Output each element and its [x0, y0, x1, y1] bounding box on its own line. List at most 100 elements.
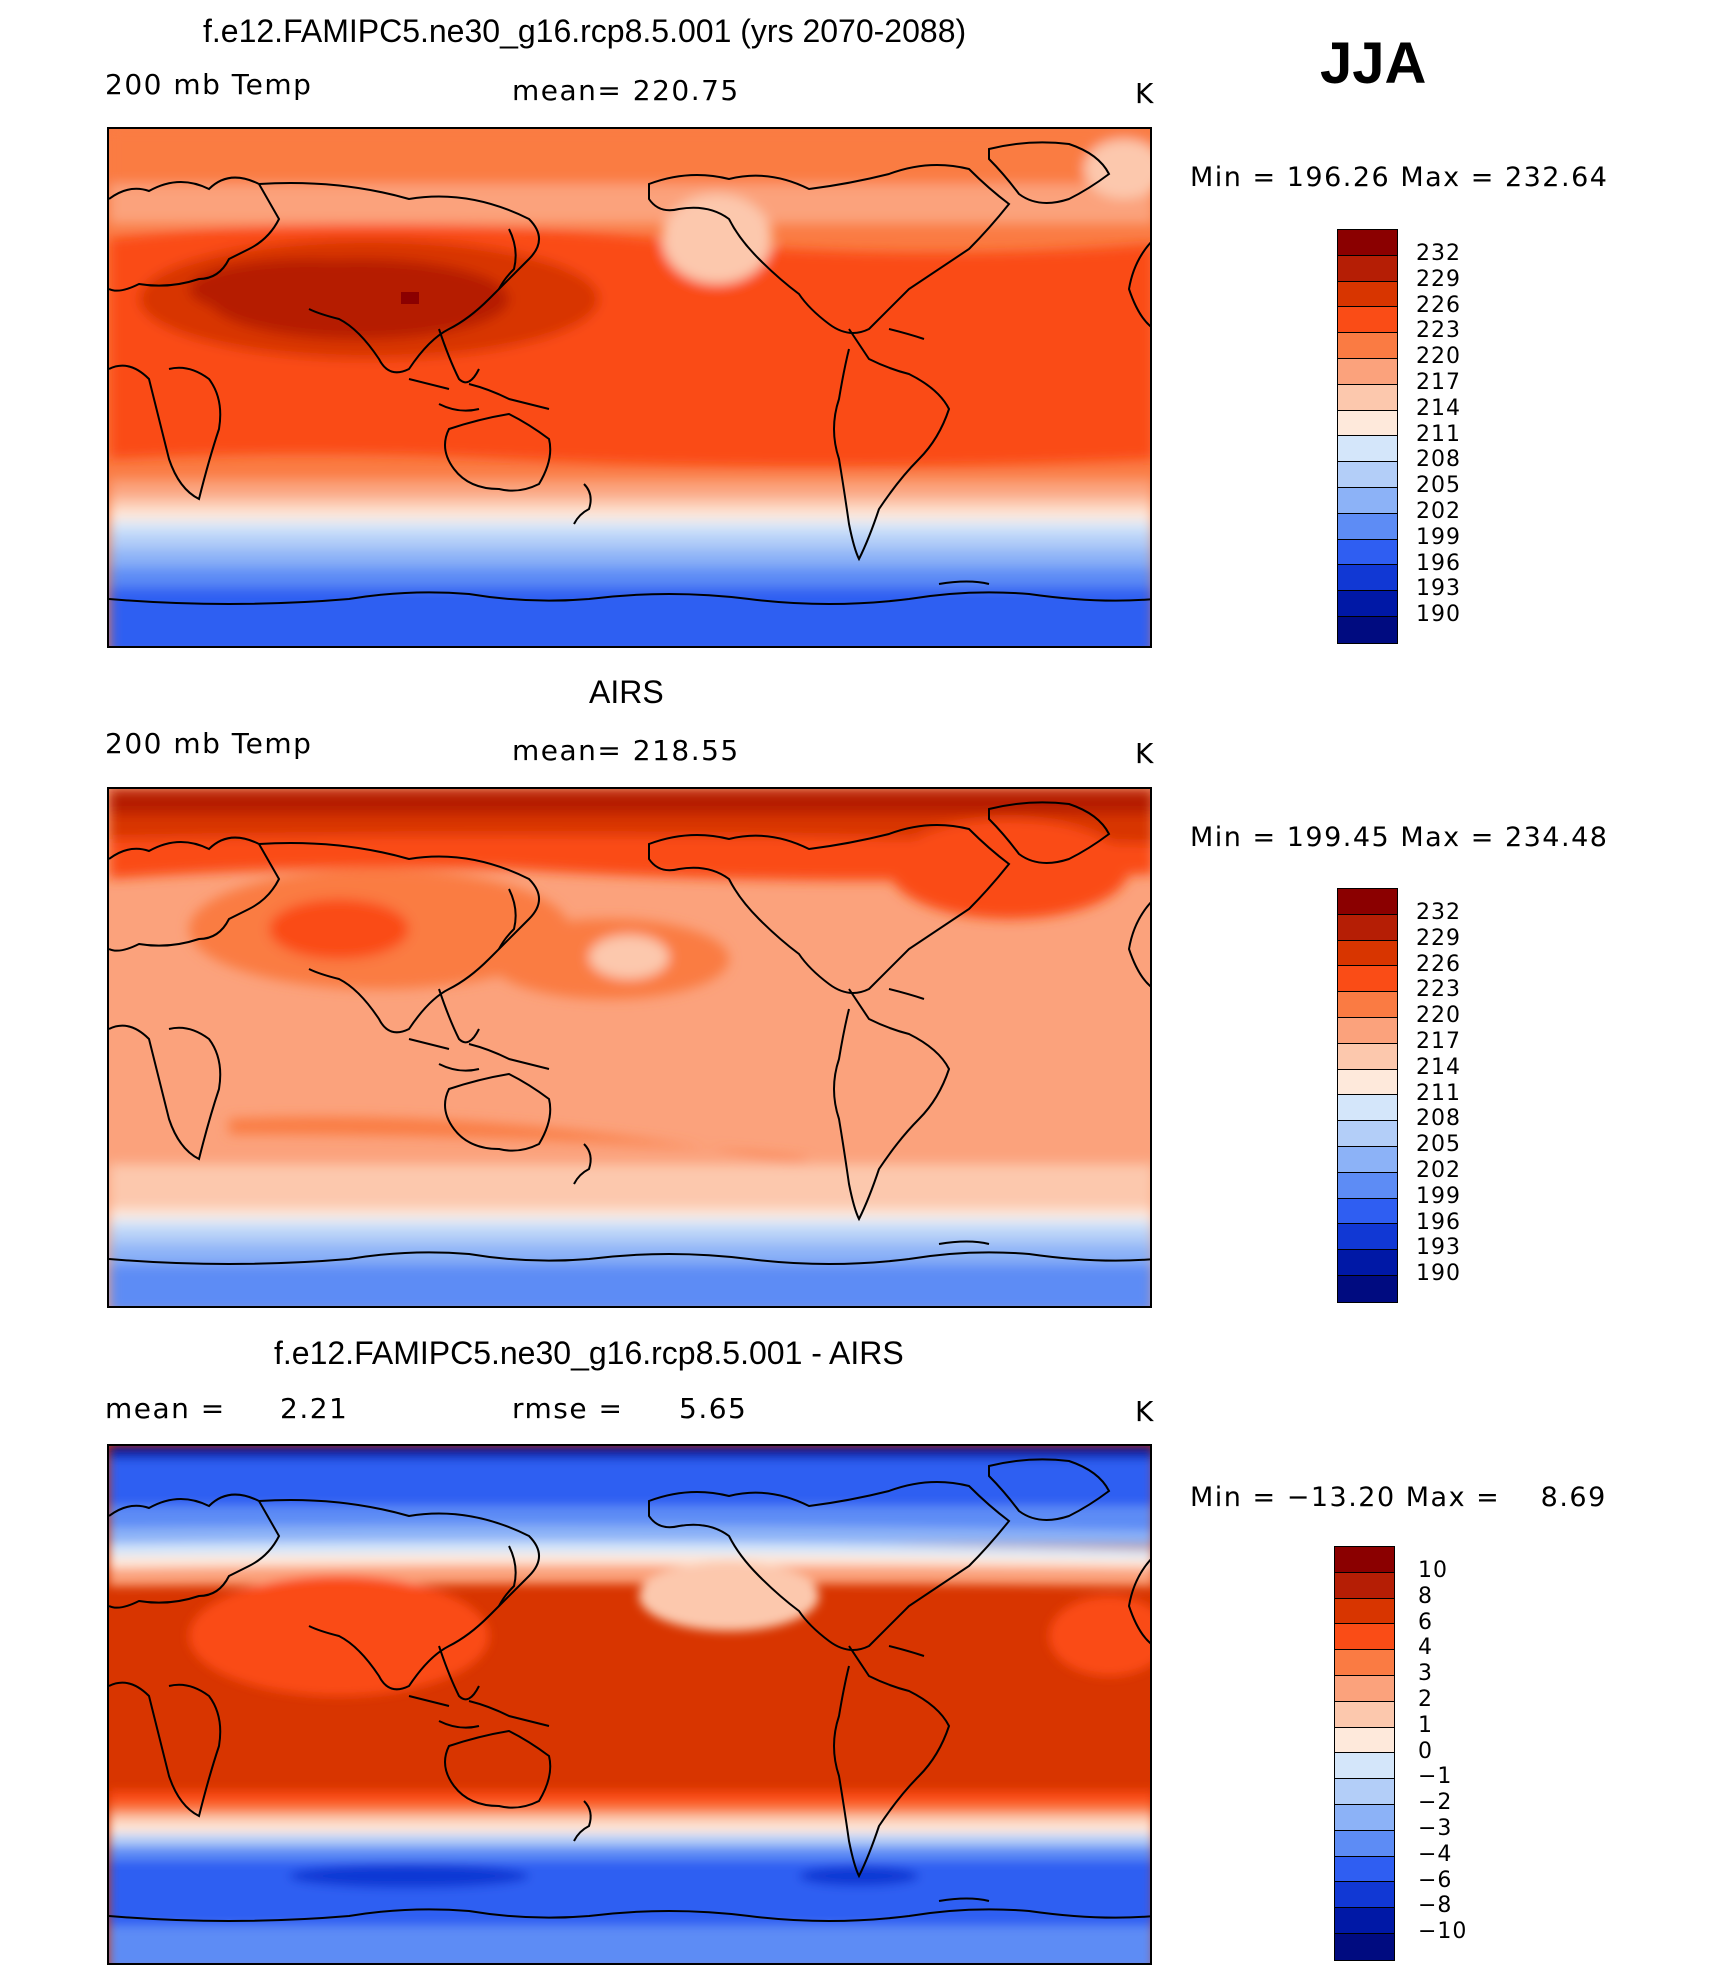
colorbar-swatch [1338, 1172, 1397, 1199]
colorbar-swatch [1335, 1753, 1394, 1780]
colorbar-tick-label: 0 [1418, 1738, 1433, 1764]
colorbar-tick-label: 1 [1418, 1712, 1433, 1738]
colorbar-swatch [1335, 1856, 1394, 1883]
colorbar-tick-label: 4 [1418, 1635, 1433, 1661]
colorbar-tick-label: 214 [1416, 1054, 1461, 1080]
colorbar-swatch [1338, 487, 1397, 514]
colorbar-tick-label: −6 [1418, 1867, 1453, 1893]
panel3-max-value: 8.69 [1540, 1482, 1607, 1513]
colorbar-tick-label: 8 [1418, 1583, 1433, 1609]
colorbar-tick-label: 196 [1416, 550, 1461, 576]
colorbar-tick-label: −1 [1418, 1764, 1453, 1790]
colorbar-swatch [1335, 1547, 1394, 1573]
panel2-max-value: 234.48 [1504, 822, 1609, 853]
colorbar-swatch [1338, 513, 1397, 540]
colorbar-tick-label: −8 [1418, 1893, 1453, 1919]
colorbar-tick-label: 229 [1416, 266, 1461, 292]
season-label: JJA [1320, 31, 1427, 96]
colorbar-tick-label: −3 [1418, 1816, 1453, 1841]
colorbar-tick-label: 6 [1418, 1609, 1433, 1635]
colorbar-tick-label: 193 [1416, 1235, 1461, 1261]
colorbar-tick-label: 211 [1416, 421, 1461, 447]
panel3-map [107, 1444, 1152, 1965]
colorbar-tick-label: 202 [1416, 499, 1461, 524]
panel2-min-value: 199.45 [1286, 822, 1391, 853]
colorbar-swatch [1335, 1908, 1394, 1934]
colorbar-swatch [1338, 992, 1397, 1018]
colorbar-swatch [1335, 1624, 1394, 1651]
panel2-units-label: K [1135, 737, 1155, 770]
panel3-rmse-value: 5.65 [679, 1392, 748, 1425]
panel3-rmse-label: rmse = [512, 1392, 624, 1425]
colorbar-tick-label: 214 [1416, 395, 1461, 421]
colorbar-swatch [1335, 1804, 1394, 1831]
colorbar-swatch [1338, 333, 1397, 359]
colorbar-swatch [1335, 1675, 1394, 1702]
colorbar-tick-label: 232 [1416, 241, 1461, 266]
colorbar-swatch [1338, 1043, 1397, 1070]
colorbar-swatch [1338, 1069, 1397, 1096]
panel1-title: f.e12.FAMIPC5.ne30_g16.rcp8.5.001 (yrs 2… [203, 13, 967, 49]
colorbar-swatch [1335, 1572, 1394, 1599]
colorbar-tick-label: 217 [1416, 370, 1461, 395]
colorbar-swatch [1335, 1830, 1394, 1857]
colorbar-tick-label: 196 [1416, 1209, 1461, 1235]
colorbar-tick-label: 223 [1416, 977, 1461, 1003]
colorbar-tick-label: 205 [1416, 473, 1461, 499]
colorbar-tick-label: 229 [1416, 925, 1461, 951]
panel2-title: AIRS [589, 674, 664, 710]
colorbar-swatch [1335, 1650, 1394, 1676]
colorbar-swatch [1335, 1933, 1394, 1960]
panel1-min-label: Min [1190, 162, 1243, 193]
colorbar-swatch [1338, 1095, 1397, 1122]
panel1-map [107, 127, 1152, 648]
panel2-map [107, 787, 1152, 1308]
panel1-max-value: 232.64 [1504, 162, 1609, 193]
colorbar-swatch [1338, 966, 1397, 993]
colorbar-tick-label: 220 [1416, 1003, 1461, 1029]
colorbar-tick-label: 217 [1416, 1029, 1461, 1054]
colorbar-tick-label: 193 [1416, 576, 1461, 602]
colorbar-swatch [1338, 358, 1397, 385]
colorbar-tick-label: 208 [1416, 1106, 1461, 1132]
colorbar-tick-label: 232 [1416, 900, 1461, 925]
panel1-max-label: Max [1400, 162, 1461, 193]
colorbar-swatch [1338, 565, 1397, 592]
colorbar-swatch [1338, 1224, 1397, 1251]
colorbar-swatch [1335, 1701, 1394, 1728]
panel3-mean-value: 2.21 [280, 1392, 349, 1425]
colorbar-swatch [1335, 1598, 1394, 1625]
colorbar-swatch [1338, 1017, 1397, 1044]
colorbar-tick-label: 190 [1416, 1261, 1461, 1287]
colorbar-swatch [1338, 539, 1397, 566]
colorbar-tick-label: 10 [1418, 1558, 1448, 1583]
panel1-minmax: Min = 196.26 Max = 232.64 [1190, 162, 1609, 193]
colorbar-tick-label: 208 [1416, 447, 1461, 473]
colorbar-swatch [1338, 462, 1397, 488]
panel3-max-label: Max [1405, 1482, 1467, 1513]
panel1-variable-label: 200 mb Temp [105, 68, 313, 101]
colorbar-swatch [1338, 1275, 1397, 1302]
colorbar-tick-label: −2 [1418, 1790, 1453, 1816]
panel2-mean-label: mean= 218.55 [512, 734, 740, 767]
panel3-colorbar [1334, 1546, 1395, 1961]
colorbar-swatch [1338, 436, 1397, 463]
colorbar-swatch [1338, 1198, 1397, 1225]
colorbar-tick-label: 223 [1416, 318, 1461, 344]
colorbar-swatch [1338, 889, 1397, 915]
panel2-min-label: Min [1190, 822, 1243, 853]
colorbar-tick-label: −4 [1418, 1841, 1453, 1867]
colorbar-swatch [1338, 307, 1397, 334]
colorbar-swatch [1338, 1121, 1397, 1147]
panel3-units-label: K [1135, 1395, 1155, 1428]
colorbar-swatch [1338, 591, 1397, 617]
colorbar-swatch [1338, 255, 1397, 282]
panel3-minmax: Min = −13.20 Max = 8.69 [1190, 1482, 1607, 1513]
panel3-title: f.e12.FAMIPC5.ne30_g16.rcp8.5.001 - AIRS [274, 1335, 904, 1371]
colorbar-swatch [1335, 1727, 1394, 1754]
colorbar-tick-label: 205 [1416, 1132, 1461, 1158]
colorbar-tick-label: 199 [1416, 1183, 1461, 1209]
colorbar-swatch [1338, 914, 1397, 941]
panel2-colorbar [1337, 888, 1398, 1303]
panel3-min-label: Min [1190, 1482, 1243, 1513]
